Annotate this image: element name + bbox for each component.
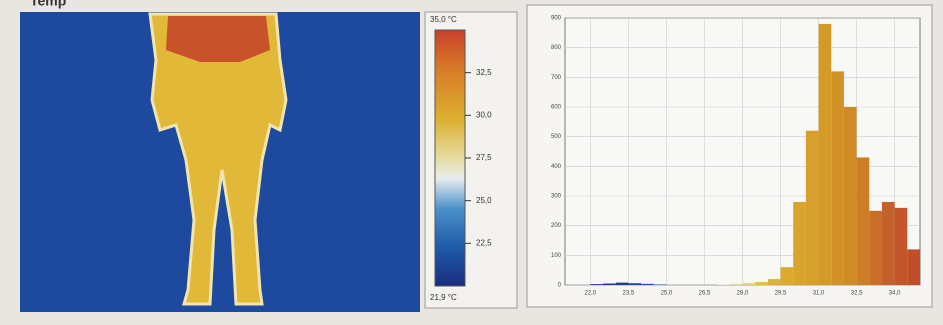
colorbar-tick-label: 32,5 — [476, 68, 492, 77]
x-tick-label: 23,5 — [623, 291, 635, 297]
colorbar-tick-label: 25,0 — [476, 196, 492, 205]
bar — [831, 71, 844, 285]
bar — [882, 202, 895, 285]
body-hot-zone — [166, 16, 270, 62]
bar — [717, 284, 730, 285]
x-tick-label: 28,0 — [737, 291, 749, 297]
bar — [616, 283, 629, 285]
bar — [768, 279, 781, 285]
bar — [793, 202, 806, 285]
y-tick-label: 700 — [551, 75, 562, 81]
y-tick-label: 500 — [551, 134, 562, 140]
colorbar-tick-label: 27,5 — [476, 153, 492, 162]
bar — [628, 283, 641, 285]
page: Temp 35,0 °C 21,9 °C 32,5 30,0 27,5 25,0 22,… — [0, 0, 943, 320]
y-tick-label: 600 — [551, 105, 562, 111]
bar — [869, 211, 882, 285]
bar — [857, 157, 870, 285]
colorbar-min: 21,9 °C — [430, 293, 457, 302]
x-tick-label: 25,0 — [661, 291, 673, 297]
bar — [743, 283, 756, 285]
colorbar-tick-label: 22,5 — [476, 238, 492, 247]
x-tick-label: 32,5 — [851, 291, 863, 297]
bar — [654, 284, 667, 285]
bar — [806, 131, 819, 285]
y-tick-label: 200 — [551, 223, 562, 229]
colorbar-tick-label: 30,0 — [476, 110, 492, 119]
bar — [907, 249, 920, 285]
bar — [781, 267, 794, 285]
bar — [590, 284, 603, 285]
x-tick-label: 29,5 — [775, 291, 787, 297]
x-tick-label: 26,5 — [699, 291, 711, 297]
bar — [819, 24, 832, 285]
x-tick-label: 31,0 — [813, 291, 825, 297]
bar — [603, 284, 616, 285]
bar — [895, 208, 908, 285]
x-tick-label: 34,0 — [889, 291, 901, 297]
y-tick-label: 300 — [551, 194, 562, 200]
x-tick-label: 22,0 — [585, 291, 597, 297]
y-tick-label: 800 — [551, 45, 562, 51]
bar — [844, 107, 857, 285]
colorbar-max: 35,0 °C — [430, 15, 457, 24]
bar — [641, 284, 654, 285]
y-tick-label: 900 — [551, 16, 562, 22]
colorbar — [435, 30, 465, 286]
page-title: Temp — [30, 0, 66, 9]
bar — [730, 284, 743, 285]
bar — [755, 282, 768, 285]
y-tick-label: 100 — [551, 253, 562, 259]
y-tick-label: 400 — [551, 164, 562, 170]
